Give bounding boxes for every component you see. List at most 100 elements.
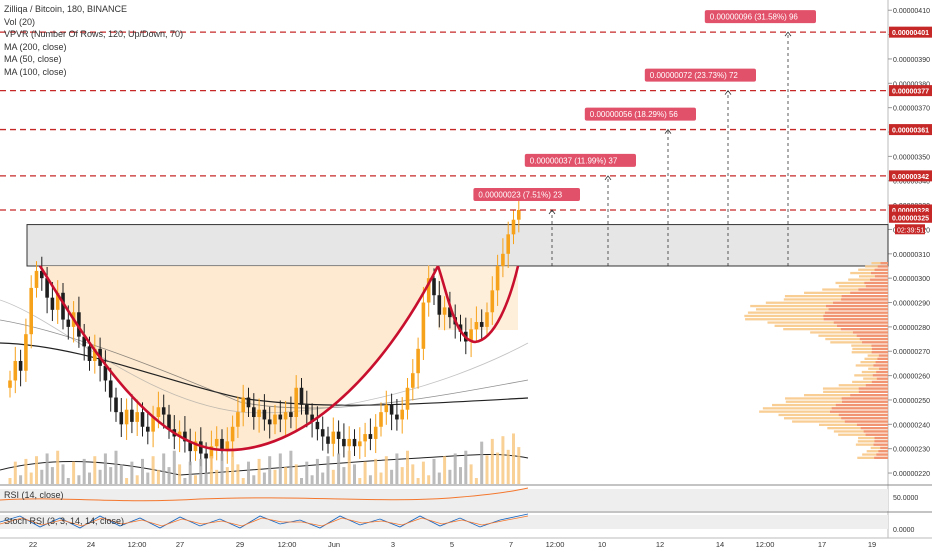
vpvr-bar-down (833, 321, 888, 324)
volume-bar (305, 461, 309, 484)
volume-bar (103, 453, 107, 484)
volume-bar (374, 458, 378, 484)
vpvr-bar-down (842, 400, 888, 403)
vpvr-bar-down (823, 314, 888, 318)
volume-bar (416, 478, 420, 484)
rsi-band (0, 489, 888, 511)
volume-bar (114, 450, 118, 484)
candle-body (458, 324, 463, 332)
volume-bar (427, 475, 431, 484)
vpvr-bar-up (858, 268, 888, 271)
candle-body (209, 446, 214, 459)
volume-bar (130, 461, 134, 484)
volume-bar (310, 475, 314, 484)
x-tick-label: 29 (236, 540, 244, 549)
volume-bar (321, 472, 325, 484)
x-tick-label: 14 (716, 540, 724, 549)
volume-bar (241, 478, 245, 484)
vpvr-bar-down (865, 285, 888, 288)
legend-ma50[interactable]: MA (50, close) (4, 54, 62, 64)
target-label-box (473, 187, 580, 201)
candle-body (161, 407, 166, 415)
volume-bar (289, 450, 293, 484)
candle-body (61, 292, 65, 320)
volume-bar (284, 467, 288, 484)
vpvr-bar-down (876, 377, 888, 380)
x-tick-label: 22 (29, 540, 37, 549)
vpvr-bar-up (858, 275, 888, 278)
volume-bar (268, 456, 272, 484)
volume-bar (474, 478, 478, 484)
vpvr-bar-up (785, 400, 888, 403)
vpvr-bar-up (855, 443, 888, 446)
y-tick-label: 0.00000310 (893, 252, 930, 259)
vpvr-bar-down (856, 334, 888, 337)
candle-body (230, 426, 235, 442)
vpvr-bar-down (841, 295, 888, 298)
volume-bar (98, 469, 102, 484)
rsi-pane-label[interactable]: RSI (14, close) (4, 490, 64, 500)
vpvr-bar-up (767, 321, 888, 324)
price-tag-label: 0.00000401 (892, 30, 929, 37)
vpvr-bar-down (858, 288, 888, 291)
vpvr-bar-down (880, 262, 888, 265)
vpvr-bar-up (822, 387, 888, 390)
vpvr-bar-up (783, 417, 888, 420)
legend-vol[interactable]: Vol (20) (4, 16, 36, 27)
vpvr-bar-up (784, 295, 888, 298)
candle-body (29, 287, 33, 335)
candle-body (204, 453, 208, 459)
candle-body (400, 409, 404, 420)
y-tick-label: 0.00000340 (893, 179, 930, 186)
legend-ma100[interactable]: MA (100, close) (4, 66, 67, 77)
volume-bar (172, 450, 176, 484)
stoch-rsi-pane-label[interactable]: Stoch RSI (3, 3, 14, 14, close) (4, 516, 125, 526)
candle-body (262, 409, 267, 420)
vpvr-bar-up (750, 304, 888, 308)
vpvr-bar-up (819, 423, 888, 426)
vpvr-bar-up (871, 262, 888, 265)
y-tick-label: 0.00000350 (893, 154, 930, 161)
candle-body (225, 441, 230, 452)
legend-vpvr[interactable]: VPVR (Number Of Rows, 120, Up/Down, 70) (4, 29, 184, 39)
x-tick-label: 10 (598, 540, 606, 549)
vpvr-bar-down (871, 347, 888, 351)
candle-body (294, 387, 298, 418)
candle-body (395, 414, 399, 420)
vpvr-bar-down (878, 450, 888, 453)
candle-body (108, 380, 113, 398)
resistance-zone (26, 224, 889, 267)
price-tag (889, 26, 932, 38)
vpvr-bar-up (857, 440, 888, 443)
chart-legend: Zilliqa / Bitcoin, 180, BINANCE Vol (20)… (4, 3, 183, 78)
candle-body (411, 373, 415, 388)
volume-bar (469, 464, 473, 484)
x-tick-label: 3 (391, 540, 395, 549)
candle-body (405, 387, 410, 410)
vpvr-bar-down (841, 417, 888, 420)
candle-body (437, 295, 442, 315)
target-label-box (704, 10, 816, 24)
vpvr-bar-up (745, 318, 888, 321)
volume-bar (162, 453, 166, 484)
volume-bar (358, 478, 362, 484)
price-tag-label: 0.00000342 (892, 174, 929, 181)
candle-body (34, 270, 39, 288)
volume-bar (368, 475, 372, 484)
vpvr-bar-down (833, 301, 888, 304)
candle-body (135, 412, 139, 422)
vpvr-bar-down (874, 456, 888, 459)
volume-bar (183, 478, 187, 484)
volume-bar (29, 472, 33, 484)
volume-bar (501, 436, 505, 484)
volume-bar (379, 472, 383, 484)
price-tag-label: 0.00000377 (892, 89, 929, 96)
volume-bar (119, 464, 123, 484)
volume-bar (178, 464, 182, 484)
vpvr-bar-up (838, 285, 888, 288)
vpvr-bar-down (852, 331, 888, 334)
x-tick-label: 24 (87, 540, 95, 549)
legend-ma200[interactable]: MA (200, close) (4, 41, 67, 52)
legend-symbol[interactable]: Zilliqa / Bitcoin, 180, BINANCE (4, 4, 128, 14)
